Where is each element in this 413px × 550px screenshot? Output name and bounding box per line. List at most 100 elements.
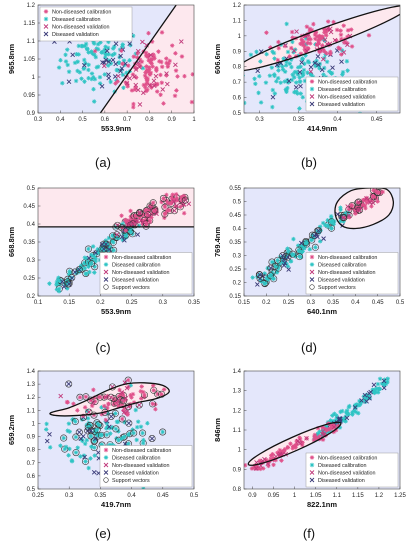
non-diseased-calibration-point: [333, 427, 339, 433]
non-diseased-calibration-point: [143, 70, 148, 75]
support-vector-point: [161, 203, 169, 211]
non-diseased-calibration-point: [276, 45, 281, 51]
diseased-validation-point: [268, 265, 274, 271]
support-vector-point: [148, 435, 156, 443]
non-diseased-calibration-point: [159, 80, 165, 85]
non-diseased-calibration-point: [324, 29, 329, 34]
data-points: [44, 376, 167, 489]
diseased-calibration-point: [299, 70, 305, 76]
non-diseased-calibration-point: [142, 218, 147, 223]
x-marker-icon: [103, 462, 109, 468]
diseased-calibration-point: [86, 246, 91, 252]
diseased-calibration-point: [65, 62, 70, 68]
non-diseased-calibration-point: [143, 50, 149, 56]
non-diseased-calibration-point: [159, 59, 164, 65]
legend-label: Non-diseased validation: [318, 471, 376, 477]
diseased-calibration-point: [64, 279, 69, 285]
legend-label: Non-diseased validation: [318, 270, 376, 276]
legend-label: Support vectors: [112, 285, 150, 291]
non-diseased-calibration-point: [106, 401, 111, 407]
diseased-calibration-point: [54, 287, 60, 292]
diseased-calibration-point: [310, 74, 316, 79]
non-diseased-calibration-point: [268, 456, 273, 462]
non-diseased-calibration-point: [135, 55, 140, 60]
non-diseased-validation-point: [141, 220, 146, 225]
diseased-calibration-point: [275, 258, 280, 263]
diseased-calibration-point: [300, 73, 305, 79]
diseased-calibration-point: [55, 277, 61, 283]
diseased-calibration-point: [69, 458, 75, 463]
diseased-validation-point: [93, 436, 98, 442]
diseased-calibration-point: [99, 246, 104, 251]
y-tick-labels: 0.2 0.25 0.3 0.35 0.4 0.45 0.5: [23, 186, 41, 300]
diseased-calibration-point: [76, 269, 82, 275]
y-tick-label: 0.4: [27, 222, 36, 228]
diseased-calibration-point: [321, 72, 326, 77]
diseased-calibration-point: [108, 61, 114, 66]
non-diseased-calibration-point: [101, 394, 107, 400]
non-diseased-validation-point: [355, 207, 360, 213]
support-vector-point: [136, 209, 144, 217]
non-diseased-calibration-point: [134, 66, 139, 71]
diseased-calibration-point: [54, 279, 60, 285]
non-diseased-calibration-point: [300, 440, 305, 445]
non-diseased-calibration-point: [306, 37, 311, 42]
diseased-calibration-point: [85, 416, 91, 421]
non-diseased-validation-point: [146, 213, 152, 218]
support-vector-point: [90, 411, 98, 419]
diseased-calibration-point: [94, 420, 100, 425]
non-diseased-validation-point: [121, 410, 127, 415]
non-diseased-calibration-point: [159, 392, 164, 397]
diseased-calibration-point: [302, 61, 307, 66]
legend-label: Diseased calibration: [318, 87, 367, 93]
non-diseased-calibration-point: [164, 56, 169, 61]
diseased-calibration-point: [82, 260, 87, 266]
x-marker-icon: [43, 31, 49, 37]
non-diseased-calibration-point: [64, 399, 70, 405]
support-vector-point: [129, 230, 137, 238]
diseased-calibration-point: [382, 383, 387, 388]
x-tick-label: 0.4: [333, 117, 342, 123]
non-diseased-validation-point: [297, 441, 303, 446]
non-diseased-calibration-point: [156, 49, 161, 54]
diseased-calibration-point: [300, 95, 305, 100]
support-vector-point: [107, 412, 115, 420]
non-diseased-calibration-point: [260, 466, 266, 471]
non-diseased-calibration-point: [355, 204, 360, 210]
non-diseased-calibration-point: [339, 36, 344, 42]
diseased-calibration-point: [293, 254, 298, 259]
non-diseased-calibration-point: [179, 194, 185, 200]
non-diseased-calibration-point: [150, 211, 155, 217]
non-diseased-calibration-point: [145, 76, 150, 82]
scatter-chart-d: 0.15 0.2 0.25 0.3 0.35 0.4 0.45 0.50.150.20.250…: [213, 186, 405, 316]
diseased-calibration-point: [292, 252, 297, 257]
y-tick-label: 1.4: [27, 369, 36, 375]
non-diseased-calibration-point: [153, 406, 158, 412]
diseased-calibration-point: [83, 271, 89, 276]
non-diseased-calibration-point: [143, 85, 148, 90]
asterisk-marker-icon: [309, 262, 315, 267]
support-vector-point: [339, 214, 347, 222]
non-diseased-calibration-point: [162, 211, 168, 217]
diseased-calibration-point: [89, 261, 94, 266]
non-diseased-validation-point: [160, 87, 166, 92]
diseased-calibration-point: [356, 411, 361, 416]
non-diseased-calibration-point: [322, 30, 327, 35]
diseased-validation-point: [368, 389, 373, 395]
non-diseased-calibration-point: [121, 393, 126, 398]
decision-boundary: [244, 5, 400, 72]
non-diseased-calibration-point: [158, 92, 163, 97]
non-diseased-calibration-point: [141, 212, 146, 218]
diseased-calibration-point: [94, 432, 99, 437]
y-tick-label: 0.2: [27, 294, 36, 300]
diseased-validation-point: [308, 64, 314, 70]
diseased-validation-point: [297, 69, 303, 75]
panel-caption-a: (a): [95, 155, 111, 170]
decision-boundary: [247, 421, 342, 466]
non-diseased-validation-point: [183, 197, 188, 203]
x-axis-label: 822.1nm: [307, 500, 337, 509]
x-marker-icon: [103, 269, 109, 275]
diseased-calibration-point: [120, 222, 125, 227]
diseased-calibration-point: [65, 281, 71, 287]
x-tick-label: 0.9: [168, 117, 177, 123]
